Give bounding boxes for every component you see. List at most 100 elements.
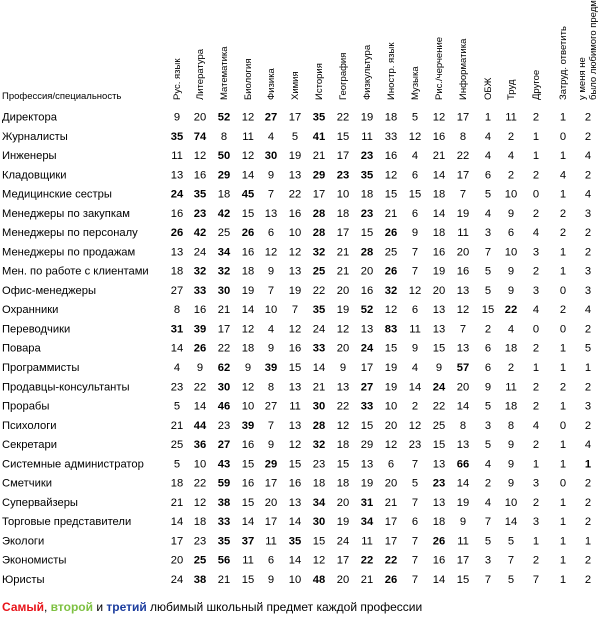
cell-value: 22 — [361, 555, 373, 567]
cell-value: 1 — [560, 189, 566, 201]
cell-value: 19 — [242, 285, 254, 297]
cell-value: 26 — [433, 535, 445, 547]
cell-value: 66 — [457, 458, 469, 470]
cell-value: 33 — [194, 285, 206, 297]
cell-value: 15 — [242, 497, 254, 509]
cell-value: 17 — [337, 555, 349, 567]
column-header-10: Музыка — [410, 66, 421, 100]
cell-value: 27 — [265, 112, 277, 124]
cell-value: 13 — [337, 381, 349, 393]
cell-value: 19 — [457, 497, 469, 509]
cell-value: 23 — [433, 478, 445, 490]
cell-value: 23 — [409, 439, 421, 451]
cell-value: 15 — [361, 420, 373, 432]
cell-value: 18 — [361, 189, 373, 201]
row-label: Переводчики — [2, 323, 70, 335]
cell-value: 38 — [218, 497, 230, 509]
cell-value: 10 — [289, 227, 301, 239]
cell-value: 5 — [485, 285, 491, 297]
cell-value: 2 — [533, 343, 539, 355]
cell-value: 14 — [242, 304, 254, 316]
cell-value: 1 — [560, 401, 566, 413]
cell-value: 16 — [194, 304, 206, 316]
row-label: Менеджеры по персоналу — [2, 227, 138, 239]
cell-value: 12 — [409, 285, 421, 297]
cell-value: 11 — [265, 535, 277, 547]
cell-value: 3 — [533, 246, 539, 258]
cell-value: 18 — [505, 343, 517, 355]
cell-value: 21 — [385, 497, 397, 509]
cell-value: 1 — [560, 266, 566, 278]
cell-value: 17 — [289, 112, 301, 124]
cell-value: 22 — [337, 112, 349, 124]
table-row: Менеджеры по персоналу 26 42 25 26 6 10 28 17 15 2… — [2, 227, 591, 239]
cell-value: 14 — [171, 343, 183, 355]
row-label: Системные администратор — [2, 458, 144, 470]
cell-value: 12 — [289, 439, 301, 451]
cell-value: 1 — [560, 362, 566, 374]
cell-value: 9 — [268, 169, 274, 181]
cell-value: 3 — [585, 266, 591, 278]
cell-value: 12 — [409, 131, 421, 143]
cell-value: 16 — [457, 266, 469, 278]
cell-value: 15 — [242, 458, 254, 470]
cell-value: 17 — [265, 478, 277, 490]
cell-value: 22 — [457, 150, 469, 162]
cell-value: 1 — [560, 343, 566, 355]
cell-value: 28 — [313, 208, 325, 220]
cell-value: 9 — [412, 343, 418, 355]
row-label: Директора — [2, 112, 58, 124]
cell-value: 39 — [194, 323, 206, 335]
table-row: Экономисты 20 25 56 11 6 14 12 17 22 22 7 16 17 3 7 2 1 2 — [2, 555, 591, 567]
cell-value: 5 — [412, 478, 418, 490]
cell-value: 17 — [385, 535, 397, 547]
cell-value: 42 — [194, 227, 206, 239]
row-label: Кладовщики — [2, 169, 67, 181]
cell-value: 12 — [242, 323, 254, 335]
cell-value: 0 — [560, 131, 566, 143]
cell-value: 1 — [560, 112, 566, 124]
cell-value: 21 — [171, 497, 183, 509]
cell-value: 14 — [242, 516, 254, 528]
cell-value: 13 — [289, 420, 301, 432]
cell-value: 12 — [242, 112, 254, 124]
cell-value: 4 — [533, 227, 539, 239]
cell-value: 16 — [242, 246, 254, 258]
cell-value: 29 — [265, 458, 277, 470]
cell-value: 11 — [171, 150, 183, 162]
cell-value: 23 — [337, 169, 349, 181]
cell-value: 35 — [218, 535, 230, 547]
row-label: Юристы — [2, 574, 45, 586]
column-headers: Рус. язык Литература Математика Биология Физ… — [172, 0, 599, 100]
cell-value: 41 — [313, 131, 325, 143]
legend-sep1: , — [44, 600, 51, 614]
cell-value: 9 — [485, 381, 491, 393]
column-header-2: Математика — [219, 46, 230, 100]
cell-value: 12 — [337, 420, 349, 432]
cell-value: 7 — [485, 574, 491, 586]
cell-value: 17 — [361, 362, 373, 374]
cell-value: 20 — [337, 574, 349, 586]
cell-value: 18 — [505, 401, 517, 413]
cell-value: 9 — [245, 362, 251, 374]
cell-value: 32 — [385, 285, 397, 297]
legend-second: второй — [50, 600, 93, 614]
cell-value: 11 — [361, 535, 373, 547]
cell-value: 16 — [289, 478, 301, 490]
cell-value: 3 — [485, 420, 491, 432]
cell-value: 1 — [585, 458, 591, 470]
cell-value: 12 — [242, 150, 254, 162]
cell-value: 12 — [194, 150, 206, 162]
cell-value: 28 — [361, 246, 373, 258]
cell-value: 34 — [361, 516, 374, 528]
cell-value: 11 — [505, 381, 517, 393]
column-header-11: Рис./черчение — [434, 37, 445, 100]
cell-value: 19 — [289, 285, 301, 297]
row-label: Программисты — [2, 362, 79, 374]
cell-value: 21 — [218, 304, 230, 316]
column-header-17-line2: было любимого предмета — [588, 0, 599, 100]
cell-value: 18 — [337, 439, 349, 451]
cell-value: 10 — [265, 304, 277, 316]
cell-value: 5 — [485, 266, 491, 278]
